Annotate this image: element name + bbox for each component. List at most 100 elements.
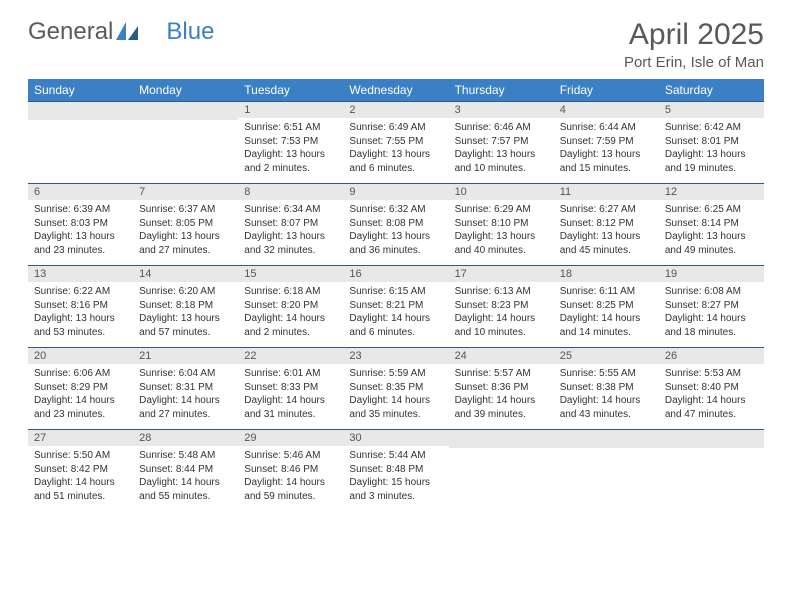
day-details: Sunrise: 6:39 AMSunset: 8:03 PMDaylight:…: [28, 200, 133, 261]
day-details: Sunrise: 6:11 AMSunset: 8:25 PMDaylight:…: [554, 282, 659, 343]
day-number: 2: [343, 101, 448, 118]
sunrise-line: Sunrise: 6:27 AM: [560, 203, 653, 217]
sunset-line: Sunset: 8:20 PM: [244, 299, 337, 313]
day-number: 22: [238, 347, 343, 364]
daylight-line: Daylight: 14 hours and 18 minutes.: [665, 312, 758, 339]
calendar-empty-cell: [554, 429, 659, 511]
calendar-day-cell: 6Sunrise: 6:39 AMSunset: 8:03 PMDaylight…: [28, 183, 133, 265]
header: General Blue April 2025 Port Erin, Isle …: [28, 18, 764, 71]
daylight-line: Daylight: 13 hours and 49 minutes.: [665, 230, 758, 257]
sunrise-line: Sunrise: 6:51 AM: [244, 121, 337, 135]
daylight-line: Daylight: 13 hours and 53 minutes.: [34, 312, 127, 339]
calendar-week-row: 6Sunrise: 6:39 AMSunset: 8:03 PMDaylight…: [28, 183, 764, 265]
day-number: 8: [238, 183, 343, 200]
sunset-line: Sunset: 8:38 PM: [560, 381, 653, 395]
day-number: 23: [343, 347, 448, 364]
sunrise-line: Sunrise: 6:20 AM: [139, 285, 232, 299]
day-details: Sunrise: 6:29 AMSunset: 8:10 PMDaylight:…: [449, 200, 554, 261]
sunset-line: Sunset: 8:21 PM: [349, 299, 442, 313]
sunrise-line: Sunrise: 5:50 AM: [34, 449, 127, 463]
weekday-header: Monday: [133, 79, 238, 101]
day-details: Sunrise: 6:49 AMSunset: 7:55 PMDaylight:…: [343, 118, 448, 179]
daylight-line: Daylight: 14 hours and 27 minutes.: [139, 394, 232, 421]
sunrise-line: Sunrise: 6:08 AM: [665, 285, 758, 299]
calendar-day-cell: 8Sunrise: 6:34 AMSunset: 8:07 PMDaylight…: [238, 183, 343, 265]
calendar-day-cell: 19Sunrise: 6:08 AMSunset: 8:27 PMDayligh…: [659, 265, 764, 347]
day-details: Sunrise: 6:34 AMSunset: 8:07 PMDaylight:…: [238, 200, 343, 261]
day-details: Sunrise: 5:53 AMSunset: 8:40 PMDaylight:…: [659, 364, 764, 425]
day-number: 4: [554, 101, 659, 118]
day-details: Sunrise: 5:46 AMSunset: 8:46 PMDaylight:…: [238, 446, 343, 507]
daylight-line: Daylight: 14 hours and 2 minutes.: [244, 312, 337, 339]
day-number-bar: [133, 101, 238, 120]
calendar-week-row: 27Sunrise: 5:50 AMSunset: 8:42 PMDayligh…: [28, 429, 764, 511]
daylight-line: Daylight: 14 hours and 51 minutes.: [34, 476, 127, 503]
sunset-line: Sunset: 8:42 PM: [34, 463, 127, 477]
daylight-line: Daylight: 13 hours and 10 minutes.: [455, 148, 548, 175]
sunrise-line: Sunrise: 5:57 AM: [455, 367, 548, 381]
calendar-day-cell: 4Sunrise: 6:44 AMSunset: 7:59 PMDaylight…: [554, 101, 659, 183]
weekday-header: Tuesday: [238, 79, 343, 101]
day-details: Sunrise: 6:44 AMSunset: 7:59 PMDaylight:…: [554, 118, 659, 179]
day-details: Sunrise: 6:20 AMSunset: 8:18 PMDaylight:…: [133, 282, 238, 343]
day-number: 30: [343, 429, 448, 446]
sunrise-line: Sunrise: 6:32 AM: [349, 203, 442, 217]
sunset-line: Sunset: 7:57 PM: [455, 135, 548, 149]
day-number: 21: [133, 347, 238, 364]
daylight-line: Daylight: 13 hours and 40 minutes.: [455, 230, 548, 257]
sunset-line: Sunset: 8:07 PM: [244, 217, 337, 231]
logo: General Blue: [28, 18, 214, 46]
day-number: 5: [659, 101, 764, 118]
day-details: Sunrise: 5:48 AMSunset: 8:44 PMDaylight:…: [133, 446, 238, 507]
sunrise-line: Sunrise: 6:15 AM: [349, 285, 442, 299]
daylight-line: Daylight: 14 hours and 10 minutes.: [455, 312, 548, 339]
sunrise-line: Sunrise: 6:25 AM: [665, 203, 758, 217]
sunset-line: Sunset: 8:08 PM: [349, 217, 442, 231]
calendar-day-cell: 18Sunrise: 6:11 AMSunset: 8:25 PMDayligh…: [554, 265, 659, 347]
daylight-line: Daylight: 14 hours and 55 minutes.: [139, 476, 232, 503]
daylight-line: Daylight: 13 hours and 36 minutes.: [349, 230, 442, 257]
calendar-day-cell: 11Sunrise: 6:27 AMSunset: 8:12 PMDayligh…: [554, 183, 659, 265]
sunrise-line: Sunrise: 6:11 AM: [560, 285, 653, 299]
day-number: 11: [554, 183, 659, 200]
day-number-bar: [659, 429, 764, 448]
day-details: Sunrise: 6:18 AMSunset: 8:20 PMDaylight:…: [238, 282, 343, 343]
sunrise-line: Sunrise: 6:39 AM: [34, 203, 127, 217]
day-number: 14: [133, 265, 238, 282]
weekday-header: Sunday: [28, 79, 133, 101]
day-details: Sunrise: 5:55 AMSunset: 8:38 PMDaylight:…: [554, 364, 659, 425]
calendar-day-cell: 10Sunrise: 6:29 AMSunset: 8:10 PMDayligh…: [449, 183, 554, 265]
daylight-line: Daylight: 13 hours and 27 minutes.: [139, 230, 232, 257]
calendar-day-cell: 7Sunrise: 6:37 AMSunset: 8:05 PMDaylight…: [133, 183, 238, 265]
daylight-line: Daylight: 13 hours and 23 minutes.: [34, 230, 127, 257]
day-number: 20: [28, 347, 133, 364]
sunrise-line: Sunrise: 6:42 AM: [665, 121, 758, 135]
logo-sail-icon: [116, 22, 138, 42]
sunrise-line: Sunrise: 5:59 AM: [349, 367, 442, 381]
day-details: Sunrise: 6:51 AMSunset: 7:53 PMDaylight:…: [238, 118, 343, 179]
sunrise-line: Sunrise: 5:44 AM: [349, 449, 442, 463]
day-details: Sunrise: 6:06 AMSunset: 8:29 PMDaylight:…: [28, 364, 133, 425]
calendar-day-cell: 29Sunrise: 5:46 AMSunset: 8:46 PMDayligh…: [238, 429, 343, 511]
day-number: 19: [659, 265, 764, 282]
daylight-line: Daylight: 13 hours and 6 minutes.: [349, 148, 442, 175]
sunrise-line: Sunrise: 6:18 AM: [244, 285, 337, 299]
daylight-line: Daylight: 14 hours and 35 minutes.: [349, 394, 442, 421]
sunset-line: Sunset: 8:23 PM: [455, 299, 548, 313]
sunset-line: Sunset: 8:16 PM: [34, 299, 127, 313]
day-number: 9: [343, 183, 448, 200]
day-details: Sunrise: 6:01 AMSunset: 8:33 PMDaylight:…: [238, 364, 343, 425]
sunrise-line: Sunrise: 6:34 AM: [244, 203, 337, 217]
day-details: Sunrise: 5:57 AMSunset: 8:36 PMDaylight:…: [449, 364, 554, 425]
day-details: Sunrise: 6:42 AMSunset: 8:01 PMDaylight:…: [659, 118, 764, 179]
day-number: 10: [449, 183, 554, 200]
daylight-line: Daylight: 13 hours and 32 minutes.: [244, 230, 337, 257]
day-number: 13: [28, 265, 133, 282]
calendar-day-cell: 17Sunrise: 6:13 AMSunset: 8:23 PMDayligh…: [449, 265, 554, 347]
sunset-line: Sunset: 8:18 PM: [139, 299, 232, 313]
calendar-day-cell: 30Sunrise: 5:44 AMSunset: 8:48 PMDayligh…: [343, 429, 448, 511]
sunset-line: Sunset: 8:44 PM: [139, 463, 232, 477]
day-number: 29: [238, 429, 343, 446]
daylight-line: Daylight: 14 hours and 47 minutes.: [665, 394, 758, 421]
sunset-line: Sunset: 8:48 PM: [349, 463, 442, 477]
